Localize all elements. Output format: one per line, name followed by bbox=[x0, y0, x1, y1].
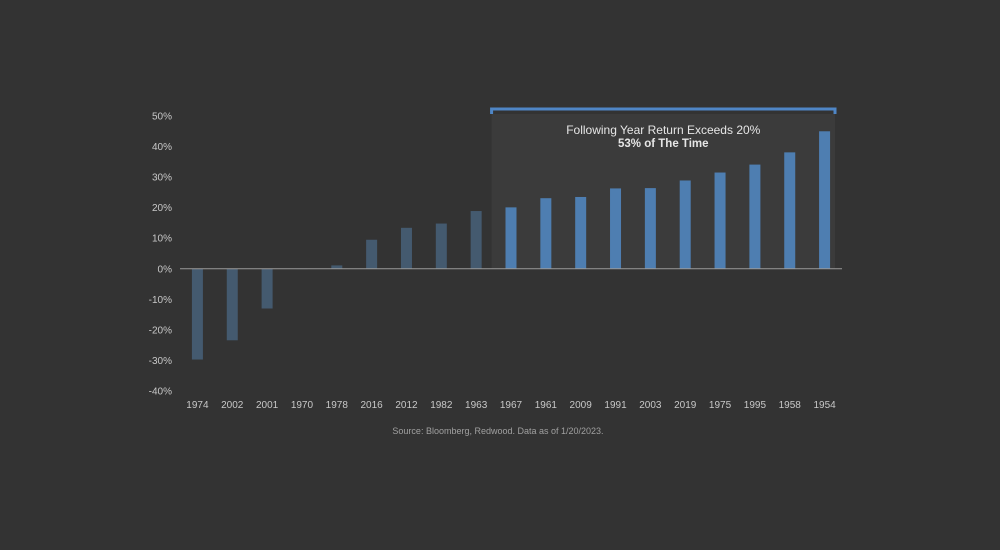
y-tick-label: -20% bbox=[149, 325, 172, 336]
y-tick-label: -30% bbox=[149, 356, 172, 367]
x-tick-label: 2001 bbox=[256, 400, 279, 411]
bar-1961 bbox=[540, 198, 552, 269]
x-tick-label: 1975 bbox=[709, 400, 732, 411]
y-tick-label: 40% bbox=[152, 142, 172, 153]
bar-1991 bbox=[610, 188, 622, 269]
x-tick-label: 1970 bbox=[291, 400, 314, 411]
bar-1958 bbox=[784, 152, 796, 269]
bar-2012 bbox=[400, 227, 412, 269]
bar-2009 bbox=[575, 196, 587, 269]
y-tick-label: 30% bbox=[152, 173, 172, 184]
annotation-line-1: Following Year Return Exceeds 20% bbox=[566, 123, 760, 137]
x-tick-label: 1967 bbox=[500, 400, 523, 411]
source-note: Source: Bloomberg, Redwood. Data as of 1… bbox=[392, 426, 603, 436]
bar-1967 bbox=[505, 207, 517, 269]
y-tick-label: -40% bbox=[149, 387, 172, 398]
x-tick-label: 1974 bbox=[186, 400, 209, 411]
x-tick-label: 1958 bbox=[779, 400, 802, 411]
x-tick-label: 1961 bbox=[535, 400, 558, 411]
x-tick-label: 1982 bbox=[430, 400, 453, 411]
annotation-line-2: 53% of The Time bbox=[618, 138, 709, 150]
y-tick-label: 50% bbox=[152, 112, 172, 123]
x-tick-label: 1954 bbox=[813, 400, 836, 411]
bar-2001 bbox=[261, 268, 273, 309]
bar-1975 bbox=[714, 172, 726, 269]
x-tick-label: 1963 bbox=[465, 400, 488, 411]
bar-1974 bbox=[191, 268, 203, 360]
y-axis-ticks: -40% -30% -20% -10% 0% 10% 20% 30% 40% 50% bbox=[149, 112, 172, 398]
bar-1954 bbox=[819, 131, 831, 269]
y-tick-label: 0% bbox=[158, 264, 173, 275]
x-tick-label: 1991 bbox=[604, 400, 627, 411]
x-tick-label: 1978 bbox=[326, 400, 349, 411]
x-tick-label: 2003 bbox=[639, 400, 662, 411]
bar-1982 bbox=[435, 223, 447, 269]
y-tick-label: -10% bbox=[149, 295, 172, 306]
bar-2016 bbox=[366, 239, 378, 269]
x-tick-label: 2016 bbox=[361, 400, 384, 411]
x-tick-label: 2019 bbox=[674, 400, 697, 411]
bar-2003 bbox=[644, 188, 656, 269]
y-tick-label: 20% bbox=[152, 203, 172, 214]
y-tick-label: 10% bbox=[152, 234, 172, 245]
x-tick-label: 2009 bbox=[570, 400, 593, 411]
x-tick-label: 2012 bbox=[395, 400, 418, 411]
x-tick-label: 1995 bbox=[744, 400, 767, 411]
bars-group bbox=[191, 131, 831, 360]
x-axis-ticks: 1974 2002 2001 1970 1978 2016 2012 1982 1963 1967… bbox=[186, 400, 836, 411]
bar-2002 bbox=[226, 268, 238, 341]
bar-1963 bbox=[470, 211, 482, 269]
bar-1995 bbox=[749, 164, 761, 269]
x-tick-label: 2002 bbox=[221, 400, 244, 411]
highlight-bracket bbox=[490, 107, 837, 114]
bar-1978 bbox=[331, 265, 343, 269]
bar-2019 bbox=[679, 180, 691, 269]
